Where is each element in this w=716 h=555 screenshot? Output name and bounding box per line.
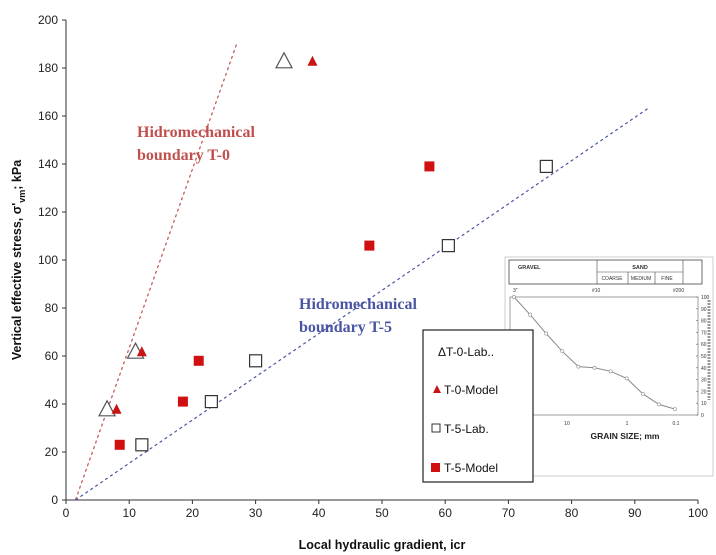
y-axis-title: Vertical effective stress, σ'vm; kPa	[10, 159, 27, 360]
inset-curve-point	[673, 407, 677, 412]
inset-y-tick-label: 0	[701, 413, 704, 419]
x-tick-label: 30	[249, 506, 263, 520]
legend-label-t5-model: T-5-Model	[444, 461, 498, 475]
y-tick-label: 0	[51, 493, 58, 507]
inset-curve-point	[528, 312, 533, 317]
inset-sieve-label: 3"	[513, 288, 518, 294]
data-point-t-0-model	[307, 55, 318, 66]
legend: ΔT-0-Lab.. T-0-Model T-5-Lab. T-5-Model	[422, 329, 534, 483]
inset-x-tick-label: 10	[564, 421, 570, 427]
inset-label-gravel: GRAVEL	[518, 265, 541, 271]
inset-y-tick-label: 60	[701, 342, 707, 348]
inset-y-tick-label: 90	[701, 307, 707, 313]
inset-x-axis-title: GRAIN SIZE; mm	[591, 431, 660, 441]
x-ticks: 0 10 20 30 40 50 60 70 80 90 100	[63, 500, 708, 520]
inset-curve-point	[512, 295, 516, 299]
data-point-t-5-model	[114, 439, 125, 450]
inset-y-tick-label: 100	[701, 295, 710, 301]
inset-curve-point	[592, 365, 597, 370]
y-tick-label: 120	[38, 205, 58, 219]
x-tick-label: 40	[312, 506, 326, 520]
inset-label-fine: FINE	[661, 276, 673, 282]
inset-label-sand: SAND	[632, 265, 648, 271]
inset-sieve-label: #200	[673, 288, 684, 294]
legend-marker-t5-model	[431, 463, 440, 472]
inset-curve-point	[544, 331, 549, 336]
y-tick-label: 180	[38, 61, 58, 75]
legend-box	[422, 329, 534, 483]
x-tick-label: 100	[688, 506, 708, 520]
x-tick-label: 90	[628, 506, 642, 520]
data-point-t-5-model	[424, 161, 435, 172]
inset-background	[504, 256, 714, 477]
x-tick-label: 50	[375, 506, 389, 520]
boundary-label-t5: Hidromechanical boundary T-5	[299, 296, 417, 336]
data-point-t-5-lab	[539, 159, 553, 173]
inset-y-tick-label: 50	[701, 354, 707, 360]
boundary-label-t0: Hidromechanical boundary T-0	[137, 124, 255, 164]
y-tick-label: 100	[38, 253, 58, 267]
data-point-t-5-lab	[204, 395, 218, 409]
legend-marker-t5-lab	[431, 423, 441, 433]
data-points	[98, 51, 553, 452]
y-tick-label: 140	[38, 157, 58, 171]
data-point-t-5-lab	[249, 354, 263, 368]
data-point-t-5-lab	[441, 239, 455, 253]
x-tick-label: 70	[502, 506, 516, 520]
inset-curve-point	[640, 391, 645, 396]
x-tick-label: 10	[123, 506, 137, 520]
data-point-t-5-model	[364, 240, 375, 251]
legend-label-t5-lab: T-5-Lab.	[444, 422, 489, 436]
inset-label-coarse: COARSE	[601, 276, 623, 282]
data-point-t-5-model	[177, 396, 188, 407]
y-tick-label: 80	[45, 301, 59, 315]
inset-y-tick-label: 30	[701, 378, 707, 384]
x-axis-title: Local hydraulic gradient, icr	[299, 538, 466, 552]
inset-x-tick-label: 1	[626, 421, 629, 427]
y-tick-label: 60	[45, 349, 59, 363]
data-point-t-0-lab	[275, 51, 294, 69]
inset-curve-point	[560, 349, 565, 354]
y-tick-label: 200	[38, 13, 58, 27]
x-tick-label: 60	[439, 506, 453, 520]
inset-x-tick-label: 0.1	[673, 421, 680, 427]
inset-curve-point	[624, 376, 629, 381]
inset-y-ticks: 0 10 20 30 40 50 60 70 80 90 100	[696, 295, 710, 419]
inset-sieve-label: #10	[592, 288, 601, 294]
x-tick-label: 20	[186, 506, 200, 520]
x-tick-label: 0	[63, 506, 70, 520]
inset-y-tick-label: 20	[701, 389, 707, 395]
inset-y-tick-label: 70	[701, 330, 707, 336]
legend-label-t0-model: T-0-Model	[444, 383, 498, 397]
boundary-line-t5	[75, 108, 648, 501]
data-point-t-0-lab	[98, 399, 117, 417]
inset-y-tick-label: 80	[701, 319, 707, 325]
y-tick-label: 160	[38, 109, 58, 123]
data-point-t-0-model	[111, 403, 122, 414]
inset-grain-size-chart: GRAVEL SAND COARSE MEDIUM FINE 3" #10 #2…	[504, 256, 714, 477]
x-tick-label: 80	[565, 506, 579, 520]
legend-marker-t0-model	[433, 385, 441, 393]
data-point-t-5-model	[193, 355, 204, 366]
inset-label-medium: MEDIUM	[631, 276, 651, 282]
inset-curve-point	[576, 364, 581, 369]
inset-curve-markers	[512, 295, 677, 412]
data-point-t-5-lab	[135, 438, 149, 452]
boundary-line-t0	[74, 43, 238, 501]
legend-label-t0-lab: ΔT-0-Lab..	[438, 345, 494, 359]
inset-curve-point	[608, 369, 613, 374]
inset-y-tick-label: 40	[701, 366, 707, 372]
data-point-t-0-model	[136, 346, 147, 357]
y-ticks: 0 20 40 60 80 100 120 140 160 180 200	[38, 13, 66, 507]
y-tick-label: 40	[45, 397, 59, 411]
inset-curve-point	[657, 402, 661, 407]
inset-y-tick-label: 10	[701, 401, 707, 407]
y-tick-label: 20	[45, 445, 59, 459]
